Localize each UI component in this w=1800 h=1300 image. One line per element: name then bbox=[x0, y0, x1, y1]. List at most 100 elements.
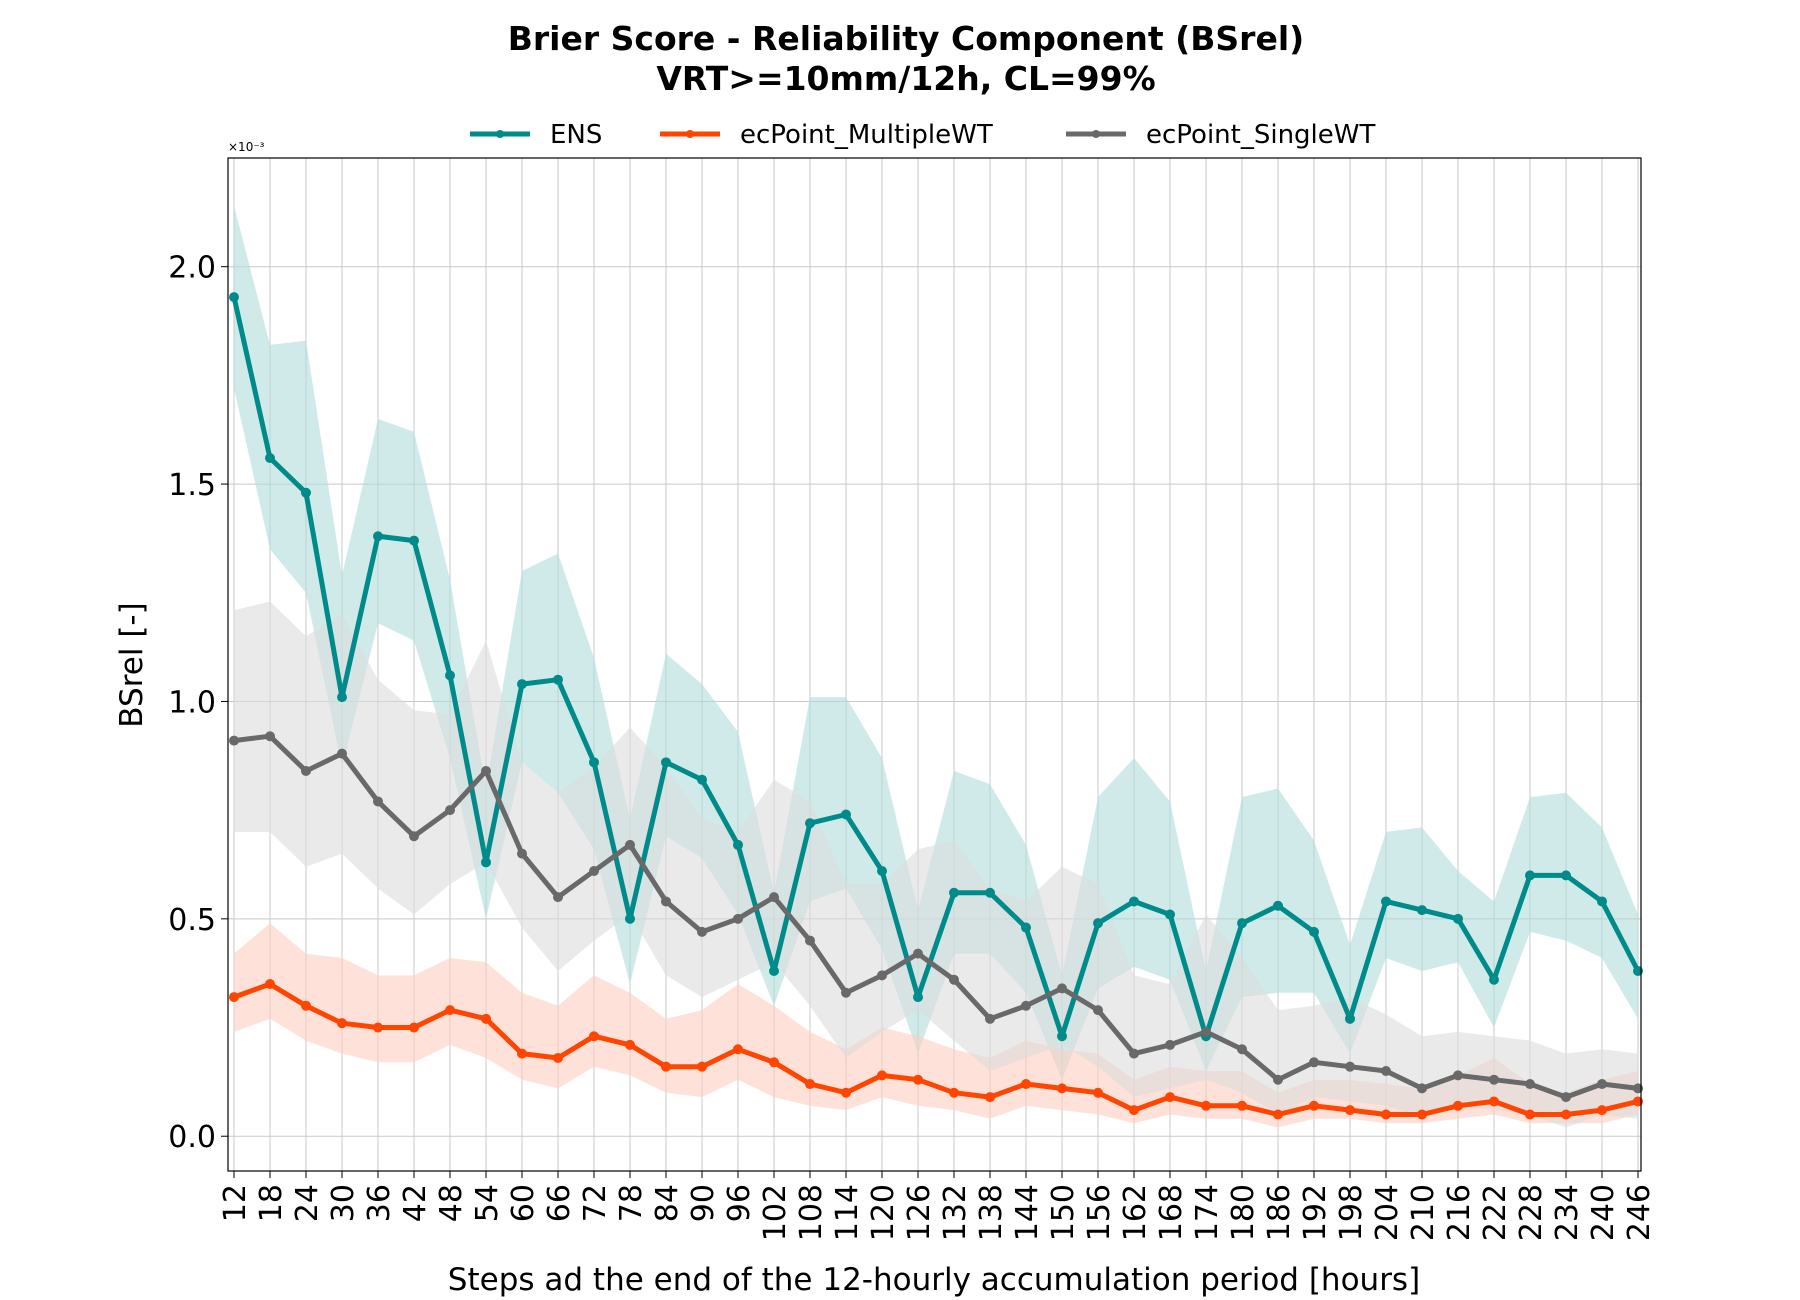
x-tick-label-168: 168 bbox=[1154, 1184, 1189, 1241]
point-ecpoint-singlewt-96 bbox=[733, 913, 743, 924]
point-ens-18 bbox=[265, 452, 275, 463]
legend-item-ens: ENS bbox=[470, 120, 602, 150]
point-ecpoint-singlewt-150 bbox=[1057, 983, 1067, 994]
x-tick-label-246: 246 bbox=[1622, 1184, 1657, 1241]
point-ecpoint-multiplewt-180 bbox=[1237, 1100, 1247, 1111]
point-ecpoint-singlewt-30 bbox=[337, 748, 347, 759]
x-tick-label-108: 108 bbox=[794, 1184, 829, 1241]
x-tick-label-114: 114 bbox=[830, 1184, 865, 1241]
point-ecpoint-singlewt-228 bbox=[1525, 1079, 1535, 1090]
point-ecpoint-multiplewt-144 bbox=[1021, 1079, 1031, 1090]
point-ens-126 bbox=[913, 992, 923, 1003]
point-ecpoint-singlewt-72 bbox=[589, 866, 599, 877]
point-ecpoint-multiplewt-18 bbox=[265, 979, 275, 990]
x-tick-label-78: 78 bbox=[614, 1184, 649, 1222]
x-tick-label-192: 192 bbox=[1298, 1184, 1333, 1241]
x-tick-label-90: 90 bbox=[686, 1184, 721, 1222]
point-ecpoint-multiplewt-108 bbox=[805, 1079, 815, 1090]
x-tick-label-84: 84 bbox=[650, 1184, 685, 1222]
band-ecpoint-singlewt bbox=[234, 601, 1638, 1128]
point-ens-150 bbox=[1057, 1031, 1067, 1042]
point-ecpoint-multiplewt-168 bbox=[1165, 1092, 1175, 1103]
point-ecpoint-singlewt-108 bbox=[805, 935, 815, 946]
y-scale-multiplier: ×10⁻³ bbox=[228, 140, 265, 154]
point-ecpoint-multiplewt-96 bbox=[733, 1044, 743, 1055]
point-ecpoint-multiplewt-126 bbox=[913, 1074, 923, 1085]
point-ecpoint-singlewt-216 bbox=[1453, 1070, 1463, 1081]
x-tick-label-198: 198 bbox=[1334, 1184, 1369, 1241]
point-ecpoint-singlewt-240 bbox=[1597, 1079, 1607, 1090]
point-ecpoint-multiplewt-204 bbox=[1381, 1109, 1391, 1120]
point-ecpoint-multiplewt-228 bbox=[1525, 1109, 1535, 1120]
point-ecpoint-singlewt-144 bbox=[1021, 1000, 1031, 1011]
legend-marker-ecpoint-multiplewt bbox=[686, 130, 694, 138]
point-ecpoint-multiplewt-24 bbox=[301, 1000, 311, 1011]
point-ecpoint-singlewt-132 bbox=[949, 974, 959, 985]
legend-label-ens: ENS bbox=[550, 120, 602, 150]
point-ecpoint-singlewt-168 bbox=[1165, 1039, 1175, 1050]
x-tick-label-54: 54 bbox=[470, 1184, 505, 1222]
x-tick-label-132: 132 bbox=[938, 1184, 973, 1241]
x-tick-label-228: 228 bbox=[1514, 1184, 1549, 1241]
chart-title: Brier Score - Reliability Component (BSr… bbox=[508, 19, 1304, 58]
legend: ENS ecPoint_MultipleWT ecPoint_SingleWT bbox=[470, 120, 1375, 150]
y-tick-label-1.0: 1.0 bbox=[168, 685, 216, 720]
point-ecpoint-multiplewt-174 bbox=[1201, 1100, 1211, 1111]
point-ens-144 bbox=[1021, 922, 1031, 933]
point-ens-168 bbox=[1165, 909, 1175, 920]
point-ens-132 bbox=[949, 887, 959, 898]
x-tick-label-210: 210 bbox=[1406, 1184, 1441, 1241]
point-ens-210 bbox=[1417, 905, 1427, 916]
legend-marker-ens bbox=[496, 130, 504, 138]
point-ecpoint-singlewt-18 bbox=[265, 731, 275, 742]
point-ecpoint-multiplewt-102 bbox=[769, 1057, 779, 1068]
point-ens-114 bbox=[841, 809, 851, 820]
point-ens-138 bbox=[985, 887, 995, 898]
point-ens-216 bbox=[1453, 913, 1463, 924]
point-ecpoint-singlewt-60 bbox=[517, 848, 527, 859]
point-ecpoint-singlewt-222 bbox=[1489, 1074, 1499, 1085]
x-tick-label-42: 42 bbox=[398, 1184, 433, 1222]
point-ecpoint-multiplewt-12 bbox=[229, 992, 239, 1003]
point-ecpoint-singlewt-42 bbox=[409, 831, 419, 842]
point-ecpoint-multiplewt-120 bbox=[877, 1070, 887, 1081]
confidence-bands bbox=[234, 205, 1638, 1128]
point-ens-180 bbox=[1237, 918, 1247, 929]
point-ecpoint-singlewt-180 bbox=[1237, 1044, 1247, 1055]
point-ens-108 bbox=[805, 818, 815, 829]
chart-subtitle: VRT>=10mm/12h, CL=99% bbox=[656, 59, 1155, 98]
point-ecpoint-multiplewt-90 bbox=[697, 1061, 707, 1072]
x-tick-label-30: 30 bbox=[326, 1184, 361, 1222]
point-ecpoint-multiplewt-36 bbox=[373, 1022, 383, 1033]
legend-label-ecpoint-singlewt: ecPoint_SingleWT bbox=[1146, 120, 1375, 150]
point-ecpoint-multiplewt-66 bbox=[553, 1052, 563, 1063]
x-tick-label-186: 186 bbox=[1262, 1184, 1297, 1241]
point-ens-78 bbox=[625, 913, 635, 924]
point-ecpoint-singlewt-192 bbox=[1309, 1057, 1319, 1068]
point-ecpoint-multiplewt-84 bbox=[661, 1061, 671, 1072]
point-ecpoint-multiplewt-132 bbox=[949, 1087, 959, 1098]
point-ecpoint-multiplewt-162 bbox=[1129, 1105, 1139, 1116]
x-tick-label-60: 60 bbox=[506, 1184, 541, 1222]
point-ens-12 bbox=[229, 292, 239, 303]
point-ecpoint-singlewt-78 bbox=[625, 839, 635, 850]
x-tick-label-162: 162 bbox=[1118, 1184, 1153, 1241]
x-tick-label-36: 36 bbox=[362, 1184, 397, 1222]
point-ens-234 bbox=[1561, 870, 1571, 881]
y-tick-label-1.5: 1.5 bbox=[168, 468, 216, 503]
point-ecpoint-singlewt-234 bbox=[1561, 1092, 1571, 1103]
x-tick-label-204: 204 bbox=[1370, 1184, 1405, 1241]
legend-marker-ecpoint-singlewt bbox=[1092, 130, 1100, 138]
point-ecpoint-multiplewt-42 bbox=[409, 1022, 419, 1033]
point-ens-96 bbox=[733, 839, 743, 850]
x-tick-label-180: 180 bbox=[1226, 1184, 1261, 1241]
x-tick-label-96: 96 bbox=[722, 1184, 757, 1222]
point-ens-66 bbox=[553, 674, 563, 685]
legend-item-ecpoint-singlewt: ecPoint_SingleWT bbox=[1066, 120, 1375, 150]
series-lines bbox=[231, 296, 1641, 1117]
point-ens-186 bbox=[1273, 900, 1283, 911]
point-ecpoint-singlewt-90 bbox=[697, 926, 707, 937]
point-ecpoint-multiplewt-54 bbox=[481, 1013, 491, 1024]
x-tick-label-240: 240 bbox=[1586, 1184, 1621, 1241]
